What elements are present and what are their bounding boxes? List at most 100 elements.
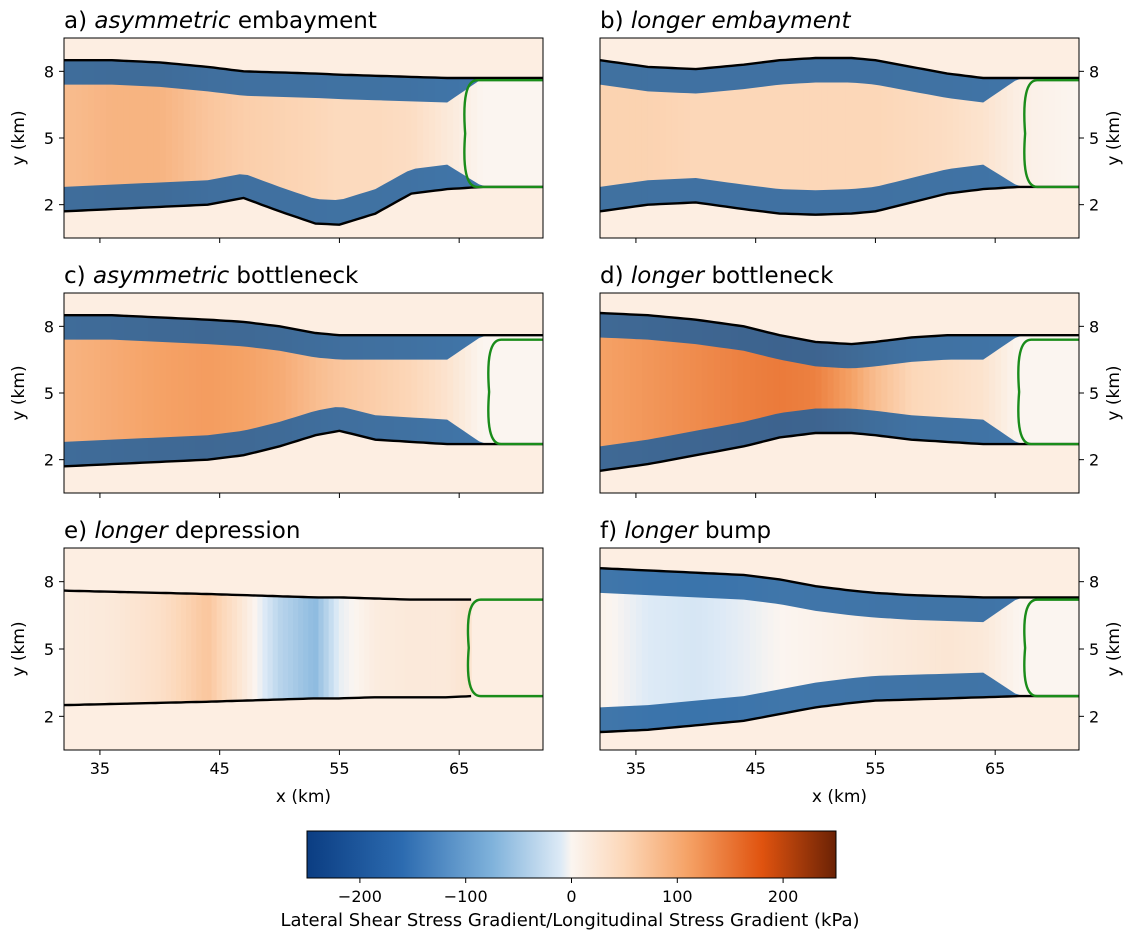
field-cell (404, 599, 411, 698)
field-cell (833, 343, 841, 433)
field-cell (411, 76, 418, 194)
field-cell (1043, 335, 1050, 445)
field-cell (821, 587, 829, 707)
field-cell (507, 335, 514, 445)
field-cell (160, 592, 167, 703)
field-cell (513, 335, 520, 445)
field-cell (135, 316, 143, 463)
field-cell (339, 335, 347, 432)
field-cell (183, 318, 191, 461)
field-cell (364, 598, 370, 698)
field-cell (659, 316, 667, 462)
field-cell (719, 323, 727, 451)
field-cell (689, 68, 697, 203)
field-cell (393, 76, 400, 202)
domain-edge-bottom (64, 694, 472, 707)
field-cell (797, 583, 805, 711)
field-cell (749, 576, 757, 720)
calving-front (466, 598, 543, 698)
calving-front (487, 338, 543, 446)
field-cell (262, 595, 269, 700)
field-cell (989, 78, 996, 189)
field-cell (237, 321, 245, 456)
domain-edge-bottom (600, 185, 1079, 216)
field-cell (291, 72, 299, 217)
field-cell (641, 315, 649, 465)
field-cell (293, 596, 299, 699)
field-cell (243, 71, 251, 200)
field-cell (1037, 335, 1044, 445)
field-cell (941, 73, 948, 195)
margin-shear-band-bottom (600, 672, 1079, 733)
field-cell (803, 340, 811, 435)
field-cell (201, 319, 209, 460)
y-axis-label: y (km) (9, 621, 29, 676)
field-cell (629, 64, 637, 207)
field-cell (455, 599, 462, 697)
field-cell (225, 69, 233, 201)
field-cell (374, 598, 381, 698)
colorbar: −200 −100 0 100 200 Lateral Shear Stress Gra… (280, 830, 860, 931)
field-cell (219, 320, 227, 458)
field-cell (111, 315, 119, 464)
field-cell (941, 596, 948, 699)
field-cell (809, 58, 817, 215)
panel-b: b) longer embayment 2 5 8 y (km) (599, 8, 1124, 243)
field-cell (683, 318, 691, 457)
calving-front (1017, 338, 1079, 446)
field-cell (1037, 597, 1044, 697)
field-cell (827, 58, 835, 215)
field-cell (64, 315, 71, 467)
field-cell (279, 72, 287, 213)
panel-e: e) longer depression 2 5 8 y (km) 35 45 55 65 x (… (9, 518, 544, 807)
field-cell (243, 322, 251, 455)
field-cell (242, 595, 248, 701)
field-cell (1013, 78, 1020, 188)
margin-shear-band-top (600, 58, 1079, 103)
field-cell (282, 596, 289, 700)
panel-title: a) asymmetric embayment (64, 8, 377, 34)
field-cell (791, 59, 799, 215)
field-cell (629, 569, 637, 731)
field-cell (929, 70, 936, 198)
field-cell (99, 60, 107, 210)
x-tick-label: 35 (90, 759, 110, 778)
field-cell (821, 342, 829, 433)
calving-front (1023, 79, 1079, 189)
domain-edge-top (600, 567, 1079, 599)
x-axis-label: x (km) (276, 787, 331, 807)
panel-title: c) asymmetric bottleneck (64, 263, 359, 289)
field-cell (531, 78, 538, 187)
field-cell (267, 72, 275, 209)
field-cell (983, 78, 990, 189)
field-cell (707, 321, 715, 453)
field-cell (181, 593, 187, 703)
field-cell (273, 325, 281, 448)
field-cell (707, 67, 715, 205)
field-cell (1043, 78, 1050, 187)
field-cell (423, 335, 430, 443)
field-cell (677, 318, 685, 458)
field-cell (351, 335, 358, 435)
margin-shear-band-bottom (64, 164, 543, 225)
field-cell (600, 313, 607, 471)
field-cell (333, 334, 341, 432)
field-cell (328, 597, 335, 699)
field-cell (809, 341, 817, 434)
field-cell (1031, 597, 1038, 697)
field-cell (369, 598, 376, 698)
field-cell (453, 335, 460, 445)
field-cell (881, 593, 888, 701)
field-cell (725, 574, 733, 723)
field-cell (298, 596, 304, 699)
y-tick-label: 5 (1089, 640, 1099, 659)
field-cell (911, 337, 918, 440)
field-cell (725, 66, 733, 208)
margin-shear-band-bottom (600, 164, 1079, 215)
field-cell (1043, 597, 1050, 697)
colorbar-tick-label: −200 (338, 887, 382, 906)
field-cell (129, 61, 137, 209)
field-cell (231, 594, 238, 701)
field-cell (905, 337, 912, 440)
field-cell (845, 590, 853, 704)
